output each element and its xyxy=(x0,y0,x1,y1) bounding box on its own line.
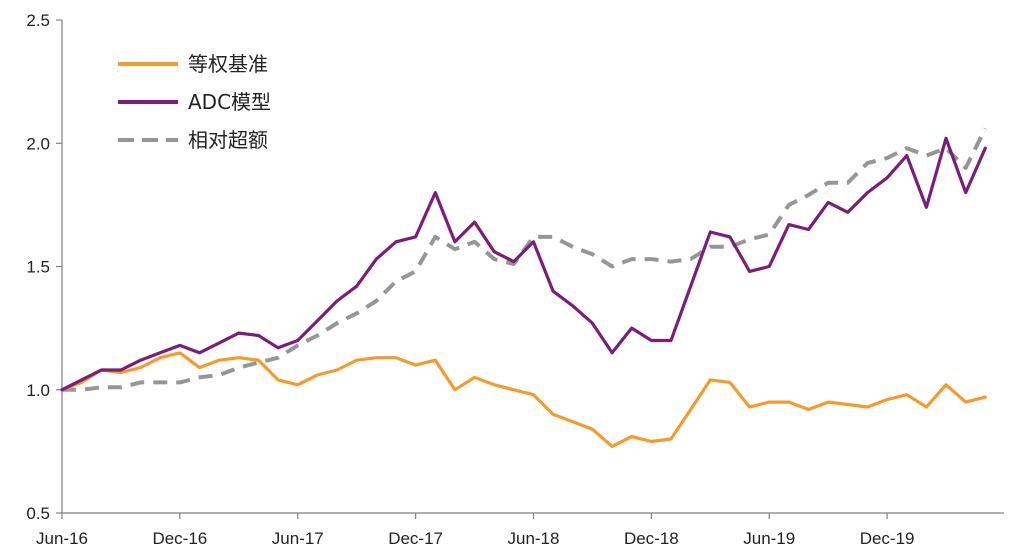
x-tick-label: Dec-18 xyxy=(624,529,679,548)
series-line-1 xyxy=(60,351,987,448)
x-tick-label: Jun-18 xyxy=(507,529,559,548)
x-tick-label: Dec-17 xyxy=(388,529,443,548)
legend-label: ADC模型 xyxy=(188,90,271,114)
x-tick-label: Jun-16 xyxy=(36,529,88,548)
y-tick-label: 2.5 xyxy=(26,11,50,30)
legend-label: 相对超额 xyxy=(188,128,268,152)
x-tick-label: Jun-17 xyxy=(272,529,324,548)
legend-label: 等权基准 xyxy=(188,52,268,76)
x-tick-label: Jun-19 xyxy=(743,529,795,548)
axes: 0.5 1.0 1.5 2.0 2.5 Jun-16 Dec-16 Jun-17 Dec-17 J… xyxy=(26,11,1004,548)
x-tick-label: Dec-19 xyxy=(860,529,915,548)
y-tick-label: 2.0 xyxy=(26,134,50,153)
series-line-2 xyxy=(60,136,987,392)
y-tick-label: 0.5 xyxy=(26,504,50,523)
y-tick-label: 1.0 xyxy=(26,381,50,400)
x-tick-label: Dec-16 xyxy=(152,529,207,548)
y-tick-label: 1.5 xyxy=(26,258,50,277)
series-layer xyxy=(60,127,988,448)
